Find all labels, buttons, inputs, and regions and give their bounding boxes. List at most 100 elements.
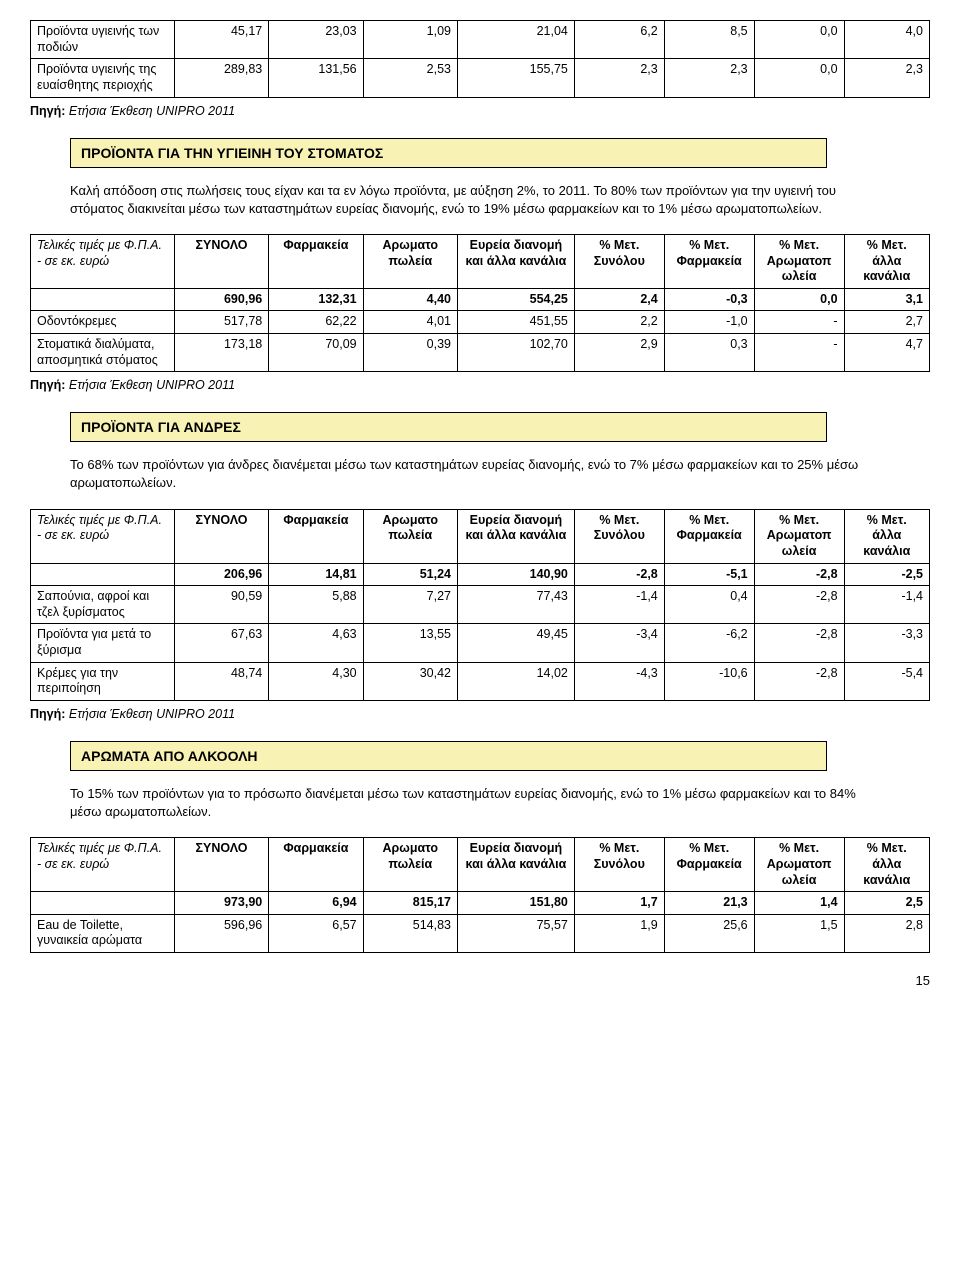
cell: 21,3 bbox=[664, 892, 754, 915]
cell: 140,90 bbox=[458, 563, 575, 586]
cell: -1,4 bbox=[844, 586, 929, 624]
section-para-alcohol: Το 15% των προϊόντων για το πρόσωπο διαν… bbox=[70, 785, 861, 821]
cell: - bbox=[754, 334, 844, 372]
cell: -5,4 bbox=[844, 662, 929, 700]
row-label: Eau de Toilette, γυναικεία αρώματα bbox=[31, 914, 175, 952]
cell: 102,70 bbox=[458, 334, 575, 372]
column-header: Αρωματο πωλεία bbox=[363, 509, 457, 563]
column-header: Φαρμακεία bbox=[269, 838, 363, 892]
cell: -0,3 bbox=[664, 288, 754, 311]
cell: 517,78 bbox=[174, 311, 268, 334]
cell: 3,1 bbox=[844, 288, 929, 311]
section-heading-men: ΠΡΟΪΟΝΤΑ ΓΙΑ ΑΝΔΡΕΣ bbox=[70, 412, 827, 442]
cell: -4,3 bbox=[574, 662, 664, 700]
cell: 6,2 bbox=[574, 21, 664, 59]
column-header: % Μετ. Αρωματοπ ωλεία bbox=[754, 509, 844, 563]
column-header: ΣΥΝΟΛΟ bbox=[174, 234, 268, 288]
cell: 2,9 bbox=[574, 334, 664, 372]
column-header: Ευρεία διανομή και άλλα κανάλια bbox=[458, 234, 575, 288]
top-continuation-table: Προϊόντα υγιεινής των ποδιών45,1723,031,… bbox=[30, 20, 930, 98]
section-heading-mouth: ΠΡΟΪΟΝΤΑ ΓΙΑ ΤΗΝ ΥΓΙΕΙΝΗ ΤΟΥ ΣΤΟΜΑΤΟΣ bbox=[70, 138, 827, 168]
cell: 45,17 bbox=[174, 21, 268, 59]
cell: -10,6 bbox=[664, 662, 754, 700]
cell: -2,8 bbox=[574, 563, 664, 586]
row-label: Στοματικά διαλύματα, αποσμητικά στόματος bbox=[31, 334, 175, 372]
column-header: ΣΥΝΟΛΟ bbox=[174, 838, 268, 892]
column-header: % Μετ. Φαρμακεία bbox=[664, 234, 754, 288]
cell: 30,42 bbox=[363, 662, 457, 700]
row-label bbox=[31, 288, 175, 311]
cell: 596,96 bbox=[174, 914, 268, 952]
cell: 23,03 bbox=[269, 21, 363, 59]
cell: 151,80 bbox=[458, 892, 575, 915]
cell: 2,3 bbox=[844, 59, 929, 97]
column-header: % Μετ. Συνόλου bbox=[574, 509, 664, 563]
cell: 49,45 bbox=[458, 624, 575, 662]
cell: 0,0 bbox=[754, 59, 844, 97]
cell: 6,57 bbox=[269, 914, 363, 952]
source-line-2: Πηγή: Ετήσια Έκθεση UNIPRO 2011 bbox=[30, 378, 930, 392]
cell: -2,8 bbox=[754, 662, 844, 700]
cell: -2,8 bbox=[754, 586, 844, 624]
cell: -2,5 bbox=[844, 563, 929, 586]
column-header: Αρωματο πωλεία bbox=[363, 838, 457, 892]
row-label: Σαπούνια, αφροί και τζελ ξυρίσματος bbox=[31, 586, 175, 624]
cell: 62,22 bbox=[269, 311, 363, 334]
cell: 2,3 bbox=[574, 59, 664, 97]
column-header: % Μετ. άλλα κανάλια bbox=[844, 838, 929, 892]
cell: 5,88 bbox=[269, 586, 363, 624]
cell: 0,0 bbox=[754, 21, 844, 59]
cell: 25,6 bbox=[664, 914, 754, 952]
cell: 132,31 bbox=[269, 288, 363, 311]
cell: 14,02 bbox=[458, 662, 575, 700]
cell: 0,3 bbox=[664, 334, 754, 372]
cell: 2,5 bbox=[844, 892, 929, 915]
cell: 13,55 bbox=[363, 624, 457, 662]
page-number: 15 bbox=[30, 973, 930, 988]
cell: 206,96 bbox=[174, 563, 268, 586]
cell: 514,83 bbox=[363, 914, 457, 952]
cell: 1,4 bbox=[754, 892, 844, 915]
cell: - bbox=[754, 311, 844, 334]
column-header: Τελικές τιμές με Φ.Π.Α. - σε εκ. ευρώ bbox=[31, 509, 175, 563]
column-header: % Μετ. Αρωματοπ ωλεία bbox=[754, 234, 844, 288]
cell: 1,09 bbox=[363, 21, 457, 59]
cell: 4,30 bbox=[269, 662, 363, 700]
cell: -1,0 bbox=[664, 311, 754, 334]
cell: 289,83 bbox=[174, 59, 268, 97]
column-header: % Μετ. Συνόλου bbox=[574, 234, 664, 288]
cell: -6,2 bbox=[664, 624, 754, 662]
section-heading-alcohol: ΑΡΩΜΑΤΑ ΑΠΟ ΑΛΚΟΟΛΗ bbox=[70, 741, 827, 771]
cell: 173,18 bbox=[174, 334, 268, 372]
cell: -3,4 bbox=[574, 624, 664, 662]
cell: 75,57 bbox=[458, 914, 575, 952]
cell: 0,39 bbox=[363, 334, 457, 372]
column-header: Ευρεία διανομή και άλλα κανάλια bbox=[458, 509, 575, 563]
cell: 1,5 bbox=[754, 914, 844, 952]
row-label: Προϊόντα υγιεινής της ευαίσθητης περιοχή… bbox=[31, 59, 175, 97]
section-para-men: Το 68% των προϊόντων για άνδρες διανέμετ… bbox=[70, 456, 861, 492]
cell: 8,5 bbox=[664, 21, 754, 59]
column-header: % Μετ. Συνόλου bbox=[574, 838, 664, 892]
column-header: Φαρμακεία bbox=[269, 234, 363, 288]
column-header: % Μετ. Φαρμακεία bbox=[664, 509, 754, 563]
cell: 0,0 bbox=[754, 288, 844, 311]
cell: 4,01 bbox=[363, 311, 457, 334]
column-header: ΣΥΝΟΛΟ bbox=[174, 509, 268, 563]
cell: 973,90 bbox=[174, 892, 268, 915]
cell: 51,24 bbox=[363, 563, 457, 586]
cell: 48,74 bbox=[174, 662, 268, 700]
cell: 4,7 bbox=[844, 334, 929, 372]
cell: 690,96 bbox=[174, 288, 268, 311]
cell: -3,3 bbox=[844, 624, 929, 662]
row-label: Κρέμες για την περιποίηση bbox=[31, 662, 175, 700]
row-label bbox=[31, 892, 175, 915]
source-line-1: Πηγή: Ετήσια Έκθεση UNIPRO 2011 bbox=[30, 104, 930, 118]
source-line-3: Πηγή: Ετήσια Έκθεση UNIPRO 2011 bbox=[30, 707, 930, 721]
section-para-mouth: Καλή απόδοση στις πωλήσεις τους είχαν κα… bbox=[70, 182, 861, 218]
cell: 2,4 bbox=[574, 288, 664, 311]
cell: 1,7 bbox=[574, 892, 664, 915]
column-header: % Μετ. άλλα κανάλια bbox=[844, 509, 929, 563]
table-men: Τελικές τιμές με Φ.Π.Α. - σε εκ. ευρώΣΥΝ… bbox=[30, 509, 930, 701]
cell: 2,53 bbox=[363, 59, 457, 97]
